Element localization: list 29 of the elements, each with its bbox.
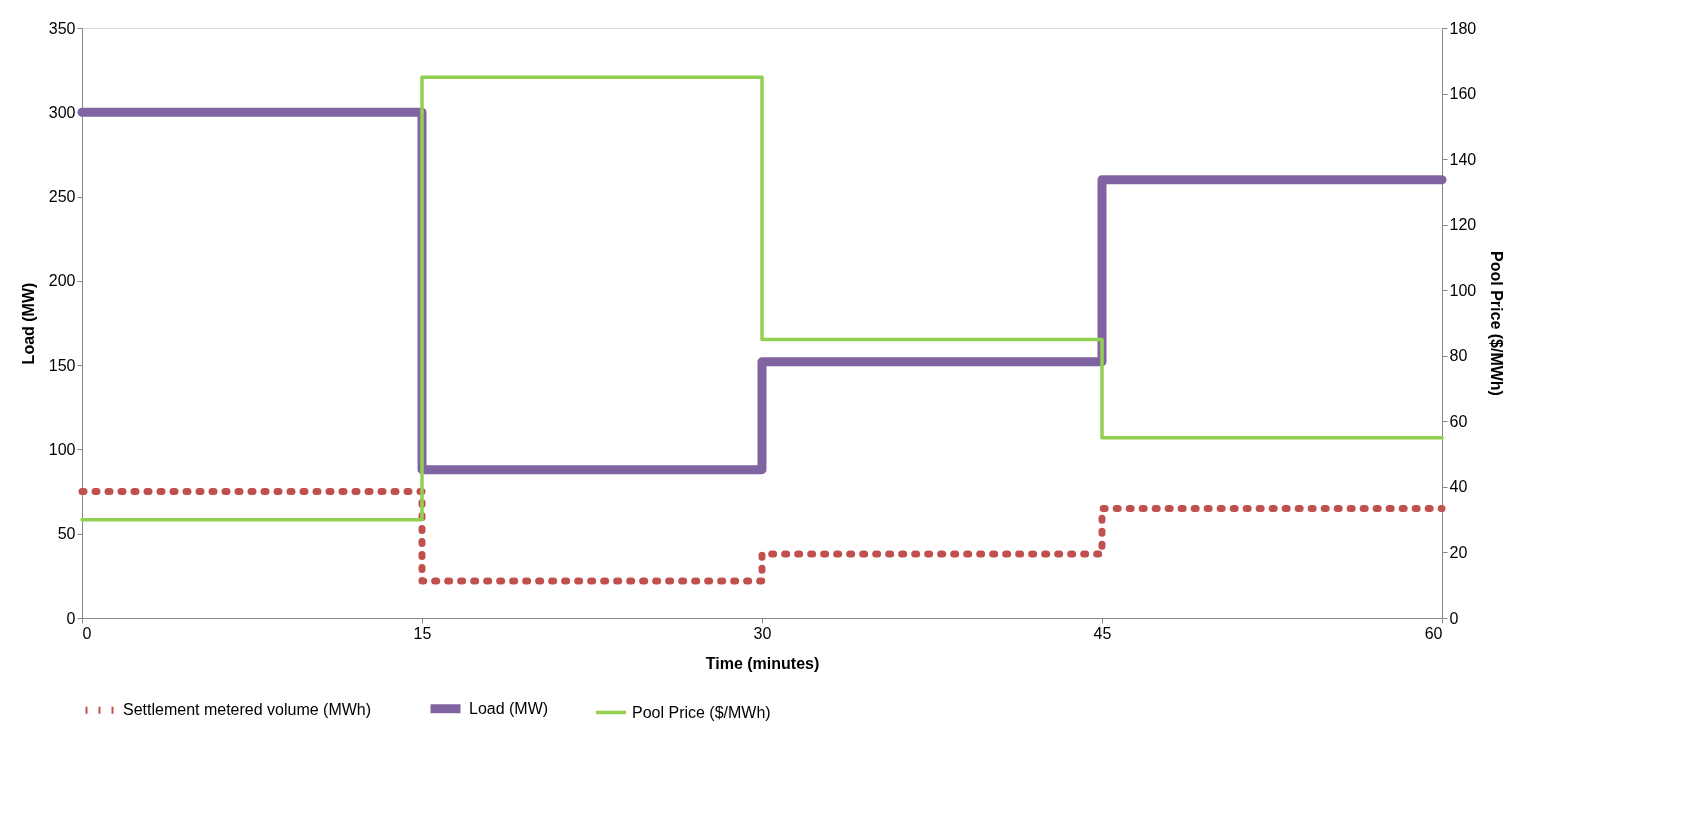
y2-tick-label: 40 bbox=[1449, 478, 1468, 496]
y2-tick-label: 160 bbox=[1449, 85, 1477, 103]
y2-tick-label: 140 bbox=[1449, 150, 1477, 168]
y2-tick-label: 20 bbox=[1449, 543, 1468, 561]
x-tick-label: 60 bbox=[1424, 624, 1443, 642]
y-tick-label: 250 bbox=[48, 188, 76, 206]
x-tick-label: 30 bbox=[753, 624, 772, 642]
y-tick-label: 200 bbox=[48, 272, 76, 290]
y-tick-label: 100 bbox=[48, 440, 76, 458]
y2-tick-label: 60 bbox=[1449, 412, 1468, 430]
y2-tick-label: 0 bbox=[1449, 609, 1459, 627]
x-tick-label: 0 bbox=[82, 624, 92, 642]
legend-label: Settlement metered volume (MWh) bbox=[123, 701, 372, 719]
y-tick-label: 50 bbox=[57, 525, 76, 543]
y-axis-title: Load (MW) bbox=[19, 282, 37, 365]
y2-axis-title: Pool Price ($/MWh) bbox=[1488, 251, 1506, 396]
y-tick-label: 0 bbox=[66, 609, 76, 627]
y-tick-label: 150 bbox=[48, 356, 76, 374]
y-tick-label: 300 bbox=[48, 103, 76, 121]
x-tick-label: 45 bbox=[1093, 624, 1112, 642]
legend-label: Load (MW) bbox=[469, 699, 549, 717]
y2-tick-label: 100 bbox=[1449, 281, 1477, 299]
legend-label: Pool Price ($/MWh) bbox=[632, 703, 771, 721]
x-tick-label: 15 bbox=[413, 624, 432, 642]
y-tick-label: 350 bbox=[48, 19, 76, 37]
x-axis-title: Time (minutes) bbox=[705, 654, 820, 672]
y2-tick-label: 80 bbox=[1449, 347, 1468, 365]
y2-tick-label: 180 bbox=[1449, 19, 1477, 37]
y2-tick-label: 120 bbox=[1449, 216, 1477, 234]
